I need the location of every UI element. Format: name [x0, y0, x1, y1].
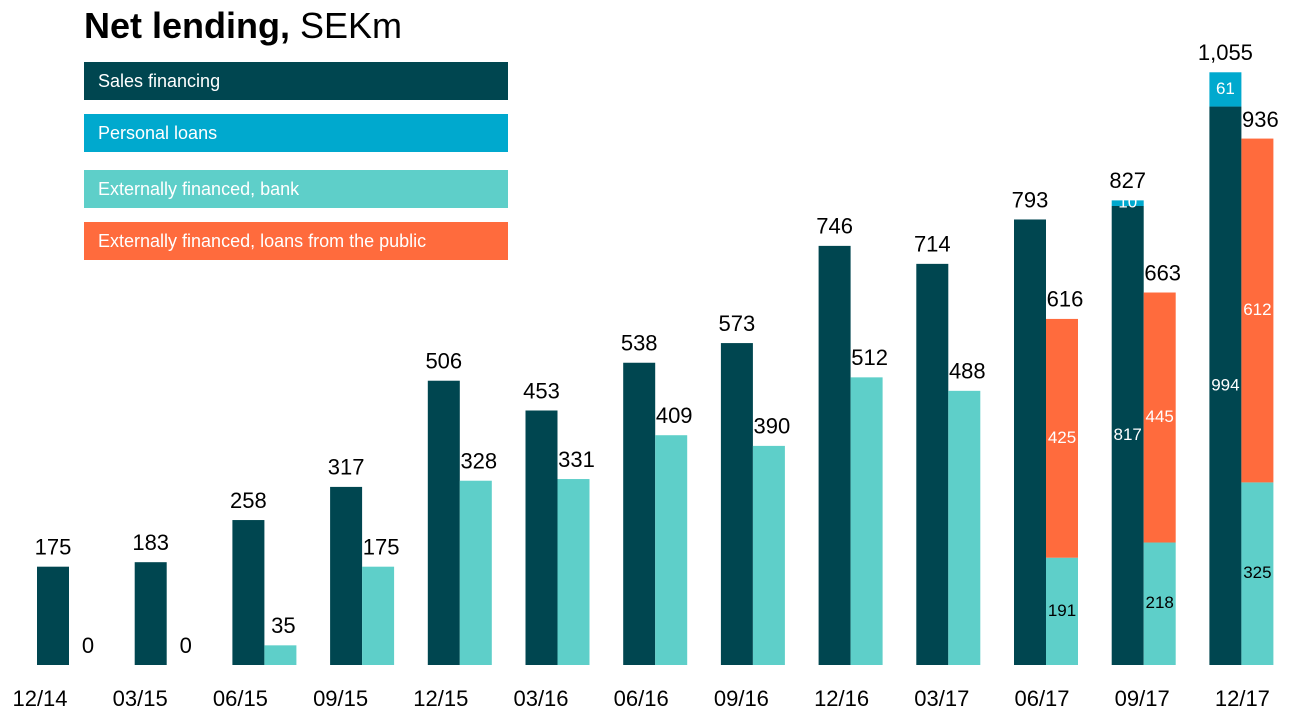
total-label: 573	[719, 311, 756, 336]
bar-segment	[850, 377, 883, 665]
x-tick-label: 09/16	[714, 686, 769, 711]
bar-segment	[948, 390, 981, 665]
bar-segment	[525, 410, 558, 665]
x-tick-label: 09/15	[313, 686, 368, 711]
x-tick-label: 06/17	[1014, 686, 1069, 711]
bar-segment	[1143, 292, 1176, 543]
bar-segment	[264, 645, 297, 665]
bar-segment	[720, 343, 753, 665]
total-label: 663	[1144, 260, 1181, 285]
total-label: 175	[35, 534, 72, 559]
segment-label: 191	[1048, 601, 1076, 620]
segment-label: 325	[1243, 563, 1271, 582]
segment-label: 612	[1243, 300, 1271, 319]
bar-segment	[1046, 318, 1078, 558]
total-label: 409	[656, 403, 693, 428]
total-label: 936	[1242, 107, 1279, 132]
legend-label: Externally financed, loans from the publ…	[98, 231, 426, 251]
total-label: 506	[425, 349, 462, 374]
legend-label: Personal loans	[98, 123, 217, 143]
total-label: 827	[1109, 168, 1146, 193]
total-label: 317	[328, 455, 365, 480]
legend-label: Sales financing	[98, 71, 220, 91]
x-tick-label: 03/15	[113, 686, 168, 711]
bar-segment	[37, 566, 69, 665]
segment-label: 10	[1118, 193, 1137, 212]
bar-segment	[1241, 482, 1274, 665]
total-label: 714	[914, 232, 951, 257]
total-label: 0	[82, 633, 94, 658]
bar-segment	[752, 445, 785, 665]
chart-title: Net lending, SEKm	[84, 5, 402, 46]
segment-label: 817	[1114, 425, 1142, 444]
bar-segment	[1014, 219, 1046, 665]
bar-segment	[655, 435, 688, 665]
x-tick-label: 12/17	[1215, 686, 1270, 711]
segment-label: 218	[1146, 593, 1174, 612]
bar-segment	[1241, 138, 1274, 483]
bar-segment	[134, 562, 167, 665]
x-tick-label: 12/16	[814, 686, 869, 711]
legend-swatch	[84, 170, 508, 208]
segment-label: 445	[1146, 407, 1174, 426]
x-tick-label: 03/17	[914, 686, 969, 711]
total-label: 793	[1012, 187, 1049, 212]
total-label: 390	[754, 414, 791, 439]
total-label: 1,055	[1198, 40, 1253, 65]
bar-segment	[557, 479, 590, 665]
legend-swatch	[84, 222, 508, 260]
x-tick-label: 03/16	[513, 686, 568, 711]
legend-label: Externally financed, bank	[98, 179, 300, 199]
bar-segment	[232, 520, 265, 665]
total-label: 175	[363, 534, 400, 559]
legend-swatch	[84, 114, 508, 152]
total-label: 331	[558, 447, 595, 472]
total-label: 328	[460, 449, 497, 474]
total-label: 183	[132, 530, 169, 555]
total-label: 616	[1047, 287, 1084, 312]
bar-segment	[818, 245, 851, 665]
legend-swatch	[84, 62, 508, 100]
total-label: 258	[230, 488, 267, 513]
total-label: 538	[621, 331, 658, 356]
segment-label: 61	[1216, 79, 1235, 98]
unit: SEKm	[300, 5, 402, 46]
bar-segment	[1143, 542, 1176, 665]
bar-segment	[1209, 106, 1242, 665]
bar-segment	[916, 263, 949, 665]
x-tick-label: 12/14	[12, 686, 67, 711]
bar-segment	[330, 486, 363, 665]
total-label: 746	[816, 214, 853, 239]
title: Net lending,	[84, 5, 290, 46]
total-label: 512	[851, 345, 888, 370]
total-label: 0	[180, 633, 192, 658]
bar-segment	[459, 480, 492, 665]
x-tick-label: 12/15	[413, 686, 468, 711]
total-label: 488	[949, 359, 986, 384]
bar-segment	[362, 566, 395, 665]
bar-segment	[1046, 557, 1078, 665]
bar-segment	[427, 380, 460, 665]
segment-label: 994	[1211, 375, 1239, 394]
x-tick-label: 06/16	[614, 686, 669, 711]
bar-segment	[1111, 200, 1144, 206]
segment-label: 425	[1048, 428, 1076, 447]
bar-segment	[1111, 205, 1144, 665]
x-tick-label: 09/17	[1115, 686, 1170, 711]
bar-segment	[1209, 72, 1242, 107]
total-label: 453	[523, 378, 560, 403]
x-tick-label: 06/15	[213, 686, 268, 711]
total-label: 35	[271, 613, 295, 638]
bar-segment	[623, 362, 656, 665]
